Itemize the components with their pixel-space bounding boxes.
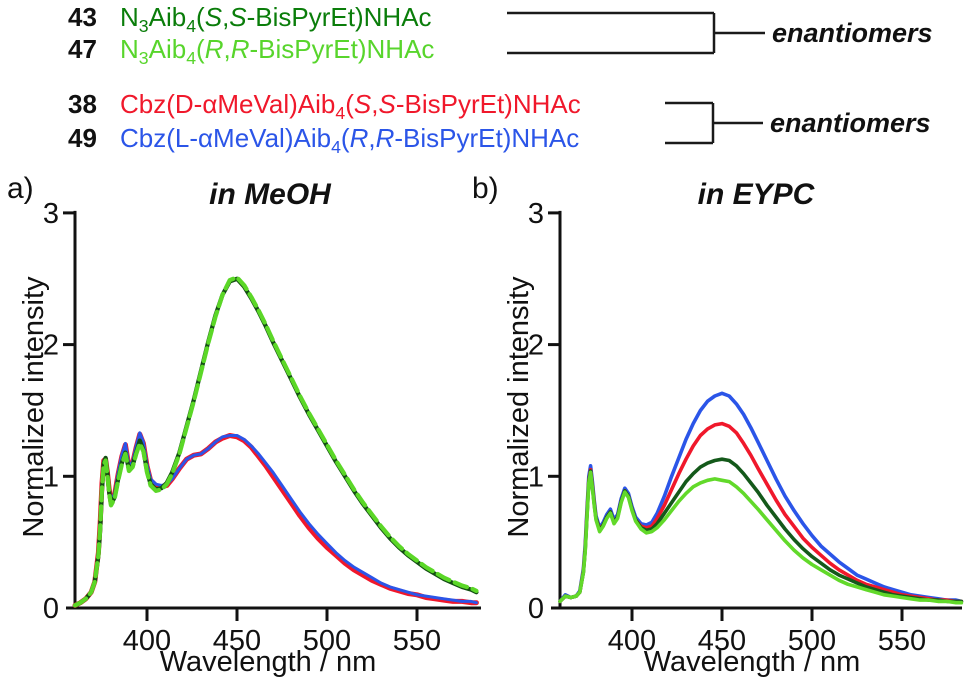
- compound-number-38: 38: [68, 89, 97, 119]
- enantiomer-bracket-lines: [507, 11, 765, 145]
- bracket-top: [507, 11, 765, 55]
- chart-b-plot: 400 450 500 550 0 1 2 3: [528, 198, 964, 657]
- legend-row-38: 38 Cbz(D-αMeVal)Aib4(S,S-BisPyrEt)NHAc: [68, 89, 581, 129]
- x-tick-label-400: 400: [608, 625, 656, 657]
- legend-row-43: 43 N3Aib4(S,S-BisPyrEt)NHAc: [68, 2, 432, 42]
- series-47: [72, 275, 479, 608]
- chart-b-xlabel: Wavelength / nm: [643, 646, 861, 678]
- chart-b-title: in EYPC: [697, 178, 815, 211]
- y-tick-label-2: 2: [43, 330, 59, 362]
- chart-a-xlabel: Wavelength / nm: [159, 646, 377, 678]
- compound-formula-47: N3Aib4(R,R-BisPyrEt)NHAc: [120, 34, 435, 69]
- compound-number-43: 43: [68, 2, 97, 32]
- x-tick-label-550: 550: [878, 625, 926, 657]
- y-tick-label-2: 2: [528, 330, 544, 362]
- panel-letter-a: a): [7, 172, 34, 205]
- series-43: [558, 457, 964, 604]
- legend-row-49: 49 Cbz(L-αMeVal)Aib4(R,R-BisPyrEt)NHAc: [68, 123, 579, 163]
- bracket-bottom: [665, 101, 763, 145]
- chart-a-title: in MeOH: [209, 178, 331, 211]
- y-tick-label-0: 0: [528, 593, 544, 625]
- x-tick-label-450: 450: [698, 625, 746, 657]
- y-tick-label-1: 1: [528, 461, 544, 493]
- compound-formula-38: Cbz(D-αMeVal)Aib4(S,S-BisPyrEt)NHAc: [120, 89, 581, 124]
- compound-formula-49: Cbz(L-αMeVal)Aib4(R,R-BisPyrEt)NHAc: [120, 123, 580, 158]
- y-tick-label-0: 0: [43, 593, 59, 625]
- chart-a-plot: 400 450 500 550 0 1 2 3: [43, 198, 481, 657]
- x-tick-label-500: 500: [303, 625, 351, 657]
- compound-formula-43: N3Aib4(S,S-BisPyrEt)NHAc: [120, 2, 432, 37]
- compound-number-49: 49: [68, 123, 97, 153]
- y-tick-label-3: 3: [43, 198, 59, 230]
- series-47: [558, 470, 964, 605]
- chart-a-ylabel: Normalized intensity: [18, 276, 50, 538]
- y-tick-label-1: 1: [43, 461, 59, 493]
- panel-letter-b: b): [472, 172, 499, 205]
- enantiomers-label-top: enantiomers: [772, 18, 933, 48]
- x-tick-label-400: 400: [123, 625, 171, 657]
- compound-number-47: 47: [68, 34, 97, 64]
- x-tick-label-450: 450: [213, 625, 261, 657]
- x-tick-label-500: 500: [788, 625, 836, 657]
- chart-b-ylabel: Normalized intensity: [503, 276, 535, 538]
- y-tick-label-3: 3: [528, 198, 544, 230]
- legend-row-47: 47 N3Aib4(R,R-BisPyrEt)NHAc: [68, 34, 434, 74]
- enantiomers-label-bottom: enantiomers: [770, 108, 931, 138]
- x-tick-label-550: 550: [393, 625, 441, 657]
